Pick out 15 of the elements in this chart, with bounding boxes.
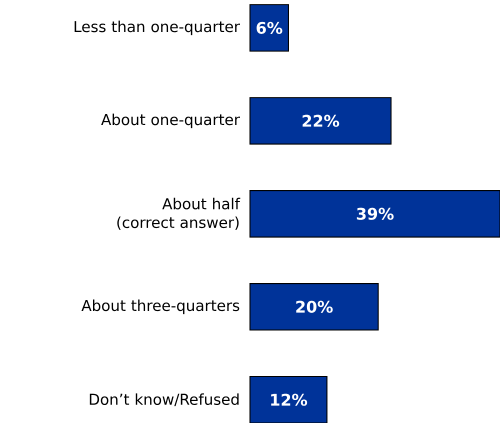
data-label: 20% (296, 300, 333, 313)
data-label: 22% (302, 114, 340, 127)
y-tick-label: About three-quarters (81, 300, 240, 314)
data-label: 39% (356, 208, 394, 220)
bar (249, 376, 328, 423)
data-label: 12% (271, 394, 308, 406)
bar (249, 190, 500, 238)
y-tick-label: Don’t know/Refused (90, 393, 239, 406)
data-label: 6% (256, 22, 282, 34)
y-tick-label: Less than one-quarter (74, 20, 240, 36)
bar (249, 4, 289, 52)
bar (249, 97, 392, 145)
y-tick-label: About half (correct answer) (117, 198, 240, 230)
y-tick-label: About one-quarter (101, 114, 240, 128)
bar (249, 283, 379, 331)
